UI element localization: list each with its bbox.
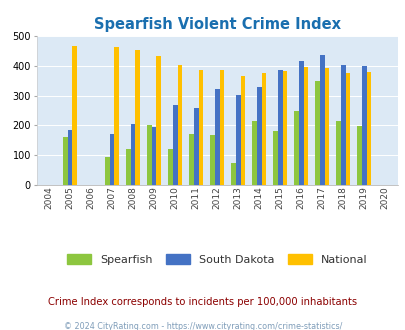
Text: Crime Index corresponds to incidents per 100,000 inhabitants: Crime Index corresponds to incidents per… [48,297,357,307]
Bar [340,65,345,185]
Bar [168,148,173,185]
Bar [147,125,151,185]
Bar [282,71,286,185]
Bar [240,76,245,185]
Bar [277,71,282,185]
Bar [319,55,324,185]
Bar [261,73,266,185]
Bar [105,157,110,185]
Bar [273,131,277,185]
Bar [151,127,156,185]
Bar [219,70,224,185]
Bar [110,134,114,185]
Bar [198,70,202,185]
Bar [335,121,340,185]
Bar [68,130,72,185]
Bar [210,135,214,185]
Bar [361,66,366,185]
Bar [252,121,256,185]
Bar [114,47,119,185]
Bar [315,81,319,185]
Bar [72,46,77,185]
Bar [366,72,370,185]
Bar [235,95,240,185]
Bar [214,89,219,185]
Bar [356,126,361,185]
Bar [303,67,307,185]
Bar [130,124,135,185]
Bar [126,148,130,185]
Bar [294,112,298,185]
Legend: Spearfish, South Dakota, National: Spearfish, South Dakota, National [62,250,371,269]
Bar [177,65,182,185]
Title: Spearfish Violent Crime Index: Spearfish Violent Crime Index [94,17,340,32]
Bar [194,109,198,185]
Bar [324,68,328,185]
Text: © 2024 CityRating.com - https://www.cityrating.com/crime-statistics/: © 2024 CityRating.com - https://www.city… [64,322,341,330]
Bar [173,105,177,185]
Bar [256,87,261,185]
Bar [135,50,140,185]
Bar [189,134,194,185]
Bar [298,61,303,185]
Bar [345,73,350,185]
Bar [156,56,161,185]
Bar [63,137,68,185]
Bar [231,163,235,185]
